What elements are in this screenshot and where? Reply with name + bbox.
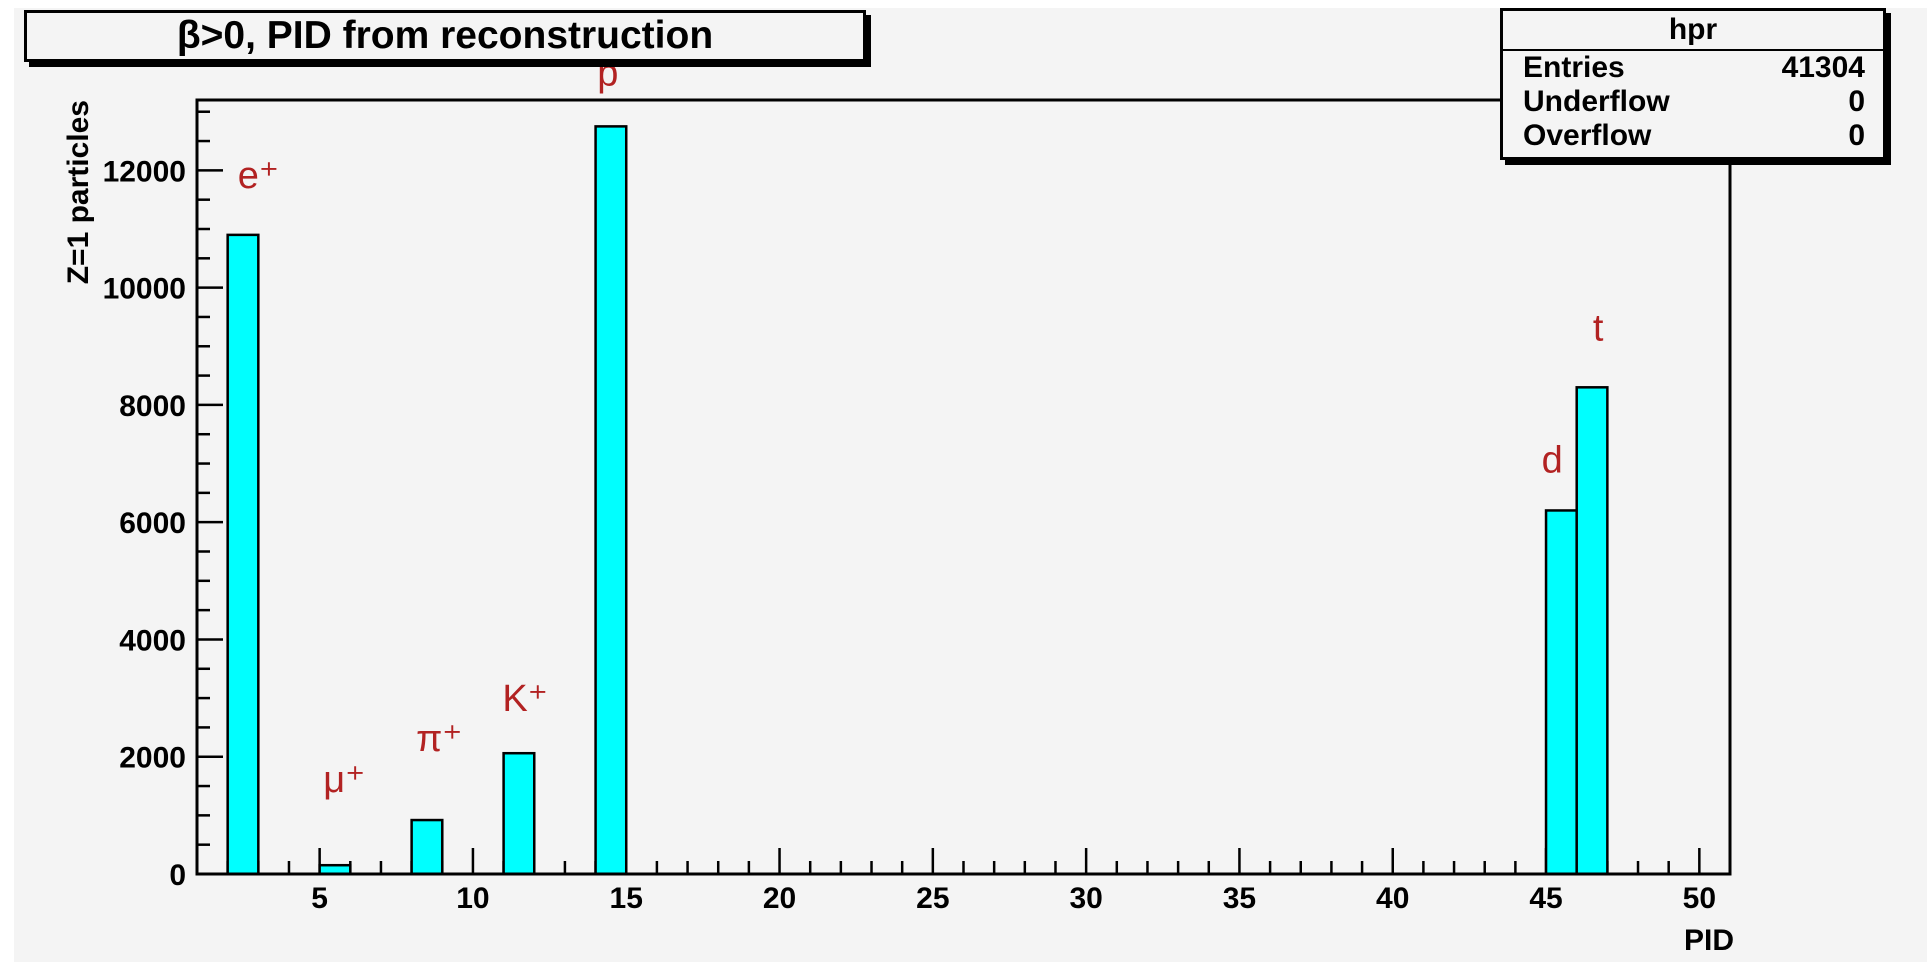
x-tick-label: 20 (763, 882, 796, 915)
bar-series (226, 125, 1609, 876)
x-tick-label: 25 (916, 882, 949, 915)
x-tick-label: 50 (1683, 882, 1716, 915)
stats-row-entries: Entries 41304 (1503, 51, 1883, 85)
y-axis-label: Z=1 particles (62, 100, 95, 284)
stats-value: 0 (1848, 119, 1865, 152)
x-tick-label: 40 (1376, 882, 1409, 915)
plot-frame (195, 98, 1732, 876)
particle-annotations: e⁺ μ⁺ π⁺ K⁺ p d t (238, 52, 1604, 801)
bar-pid-2 (226, 233, 260, 876)
bar-pid-46 (1575, 386, 1609, 876)
x-tick-label: 5 (311, 882, 328, 915)
particle-label: μ⁺ (323, 759, 365, 801)
chart-title-box: β>0, PID from reconstruction (24, 10, 866, 62)
bar-pid-14 (594, 125, 628, 876)
stats-row-overflow: Overflow 0 (1503, 119, 1883, 153)
stats-row-underflow: Underflow 0 (1503, 85, 1883, 119)
stats-label: Entries (1523, 51, 1625, 84)
stats-value: 41304 (1781, 51, 1865, 84)
y-tick-label: 8000 (119, 390, 186, 423)
x-tick-label: 30 (1069, 882, 1102, 915)
x-axis-label: PID (1684, 924, 1734, 957)
x-tick-label: 45 (1529, 882, 1562, 915)
x-tick-label: 10 (456, 882, 489, 915)
y-tick-label: 6000 (119, 507, 186, 540)
bar-pid-45 (1544, 509, 1578, 876)
chart-title: β>0, PID from reconstruction (176, 14, 714, 57)
x-tick-labels: 5 10 15 20 25 30 35 40 45 50 (311, 882, 1716, 915)
x-tick-label: 15 (610, 882, 643, 915)
bar-pid-8 (410, 818, 444, 876)
particle-label: d (1542, 439, 1563, 481)
y-tick-label: 0 (169, 859, 186, 892)
y-tick-label: 12000 (103, 155, 186, 188)
particle-label: t (1593, 307, 1604, 349)
stats-value: 0 (1848, 85, 1865, 118)
bar-pid-11 (502, 751, 536, 876)
stats-label: Underflow (1523, 85, 1670, 118)
particle-label: e⁺ (238, 155, 279, 197)
stats-label: Overflow (1523, 119, 1652, 152)
stats-histogram-name: hpr (1503, 11, 1883, 51)
y-tick-label: 10000 (103, 273, 186, 306)
y-tick-labels: 0 2000 4000 6000 8000 10000 12000 (103, 155, 186, 892)
y-tick-label: 2000 (119, 742, 186, 775)
particle-label: K⁺ (502, 678, 547, 720)
y-tick-label: 4000 (119, 624, 186, 657)
x-tick-label: 35 (1223, 882, 1256, 915)
particle-label: π⁺ (416, 718, 462, 760)
stats-box: hpr Entries 41304 Underflow 0 Overflow 0 (1500, 8, 1886, 160)
particle-label: p (597, 52, 618, 94)
